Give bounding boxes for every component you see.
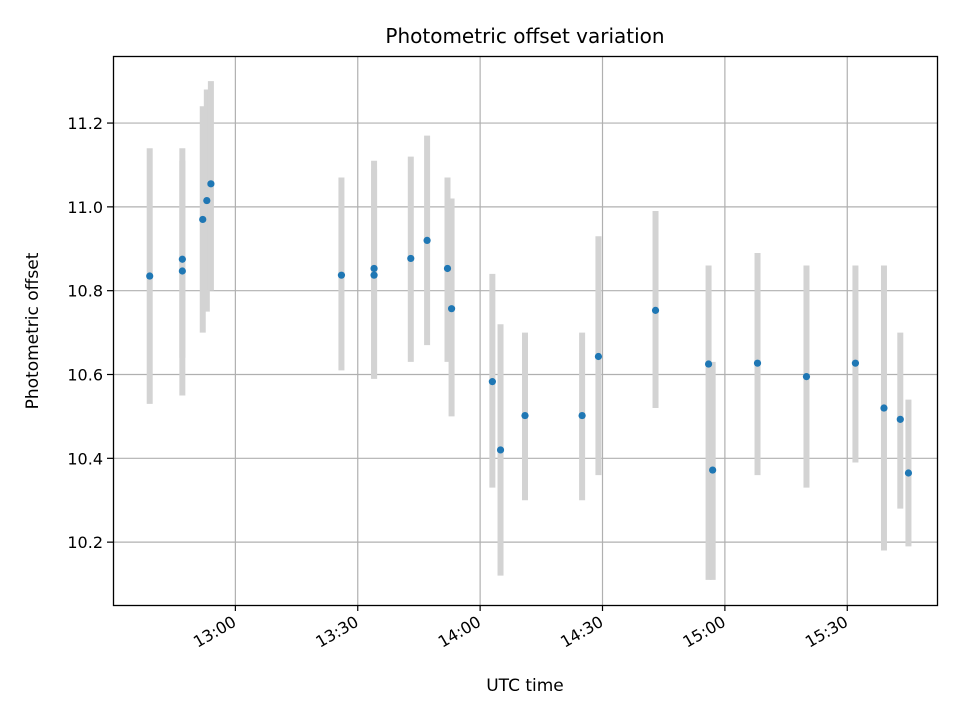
data-point xyxy=(370,271,378,279)
data-point xyxy=(851,359,860,367)
plot-frame xyxy=(112,55,939,607)
grid-lines xyxy=(113,56,937,605)
data-point xyxy=(594,352,603,361)
data-point xyxy=(904,469,913,477)
data-point xyxy=(578,411,586,420)
chart-title: Photometric offset variation xyxy=(385,24,664,48)
data-point xyxy=(337,271,346,279)
data-point xyxy=(880,404,888,412)
data-point xyxy=(709,466,717,474)
data-point xyxy=(753,359,762,367)
y-tick-label: 11.0 xyxy=(67,198,103,217)
y-tick-label: 11.2 xyxy=(67,114,103,133)
data-point xyxy=(207,180,215,188)
data-point xyxy=(521,411,529,420)
data-point xyxy=(199,215,207,224)
data-point xyxy=(488,378,496,386)
data-point xyxy=(423,236,431,244)
y-tick-label: 10.8 xyxy=(67,282,103,301)
data-point xyxy=(496,446,505,454)
data-point xyxy=(802,372,811,381)
y-axis-label: Photometric offset xyxy=(23,252,43,409)
data-point xyxy=(178,255,186,263)
data-point xyxy=(178,267,186,275)
data-point xyxy=(146,272,154,280)
y-tick-label: 10.4 xyxy=(67,449,103,468)
data-point xyxy=(651,306,660,314)
data-points xyxy=(146,180,913,477)
x-axis-label: UTC time xyxy=(486,676,564,696)
data-point xyxy=(203,196,211,205)
y-axis-ticks: 10.2 10.4 10.6 10.8 11.0 11.2 xyxy=(67,114,113,552)
data-point xyxy=(443,264,452,273)
y-tick-label: 10.6 xyxy=(67,366,103,385)
data-point xyxy=(896,415,904,423)
data-point xyxy=(704,360,713,368)
data-point xyxy=(370,264,378,273)
y-tick-label: 10.2 xyxy=(67,533,103,552)
data-point xyxy=(407,254,415,263)
data-point xyxy=(447,305,456,313)
